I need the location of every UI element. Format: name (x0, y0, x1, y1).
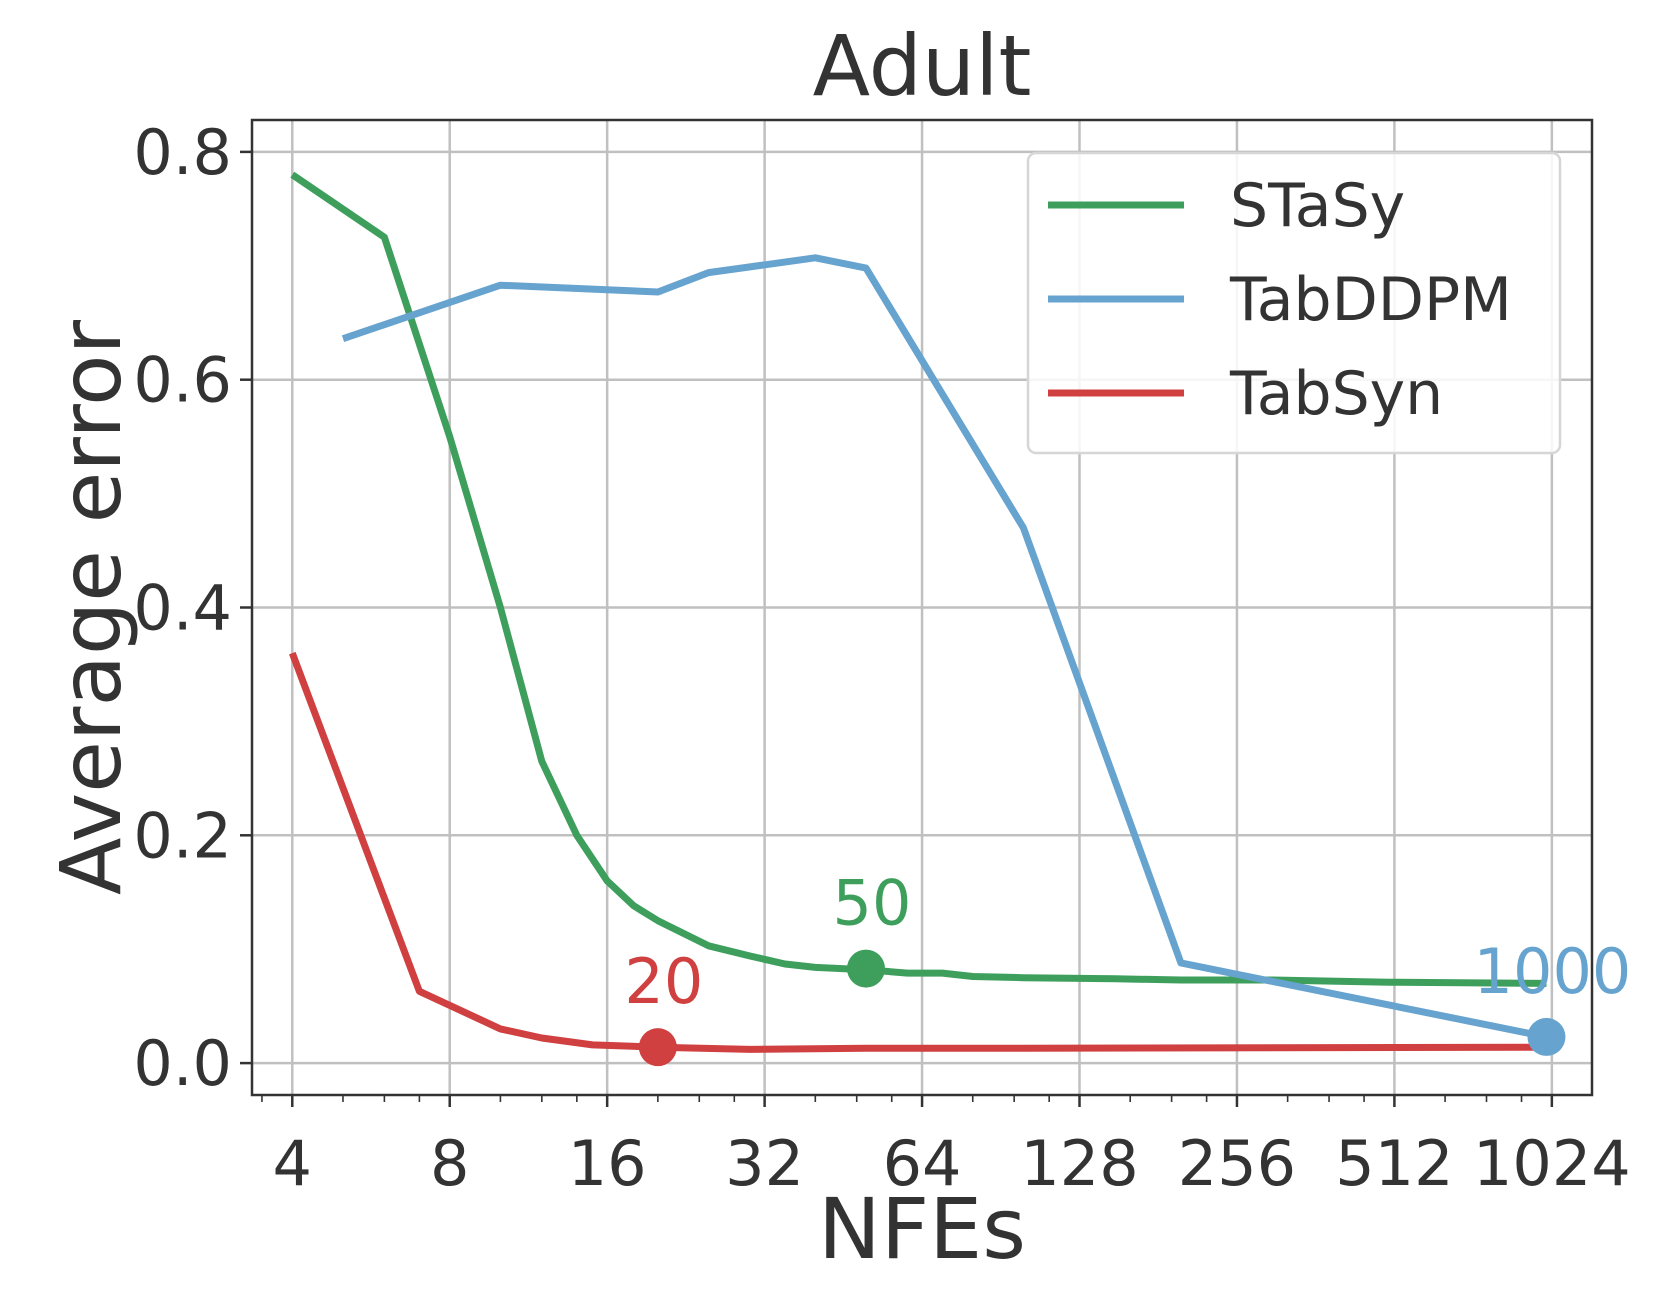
y-tick-label: 0.0 (133, 1027, 232, 1100)
axis-ticks (240, 150, 1554, 1107)
x-tick-label: 1024 (1473, 1127, 1631, 1200)
y-tick-label: 0.8 (133, 116, 232, 189)
annotation-markers (638, 949, 1566, 1067)
y-tick-label: 0.4 (133, 572, 232, 645)
series-line-tabsyn (289, 651, 1547, 1053)
annotation-labels: 20 50 1000 (624, 867, 1631, 1019)
x-tick-label: 512 (1335, 1127, 1453, 1200)
legend-label-stasy: STaSy (1230, 171, 1405, 241)
legend-frame (1026, 151, 1562, 455)
x-tick-label: 4 (273, 1127, 312, 1200)
x-tick-label: 128 (1020, 1127, 1138, 1200)
marker-tabsyn (638, 1028, 677, 1067)
x-tick-label: 8 (430, 1127, 469, 1200)
x-axis-title: NFEs (818, 1180, 1026, 1278)
series-lines (289, 171, 1548, 1053)
chart-title: Adult (813, 17, 1032, 115)
x-tick-label: 64 (883, 1127, 962, 1200)
marker-tabddpm (1527, 1017, 1566, 1056)
legend: STaSy TabDDPM TabSyn (1026, 151, 1562, 455)
x-tick-label: 32 (725, 1127, 804, 1200)
x-tick-label: 256 (1178, 1127, 1296, 1200)
marker-stasy (846, 949, 885, 988)
series-line-tabddpm (341, 254, 1548, 1041)
x-tick-labels: 4 8 16 32 64 128 256 512 1024 (273, 1127, 1631, 1200)
y-tick-labels: 0.0 0.2 0.4 0.6 0.8 (133, 116, 232, 1100)
annotation-label-tabsyn: 20 (624, 945, 703, 1018)
y-tick-label: 0.6 (133, 344, 232, 417)
legend-label-tabddpm: TabDDPM (1229, 265, 1512, 335)
annotation-label-tabddpm: 1000 (1474, 935, 1632, 1008)
x-tick-label: 16 (568, 1127, 647, 1200)
series-line-stasy (290, 171, 1547, 987)
legend-label-tabsyn: TabSyn (1229, 359, 1443, 429)
y-axis-title: Average error (42, 320, 140, 895)
annotation-label-stasy: 50 (833, 867, 912, 940)
y-tick-label: 0.2 (133, 799, 232, 872)
